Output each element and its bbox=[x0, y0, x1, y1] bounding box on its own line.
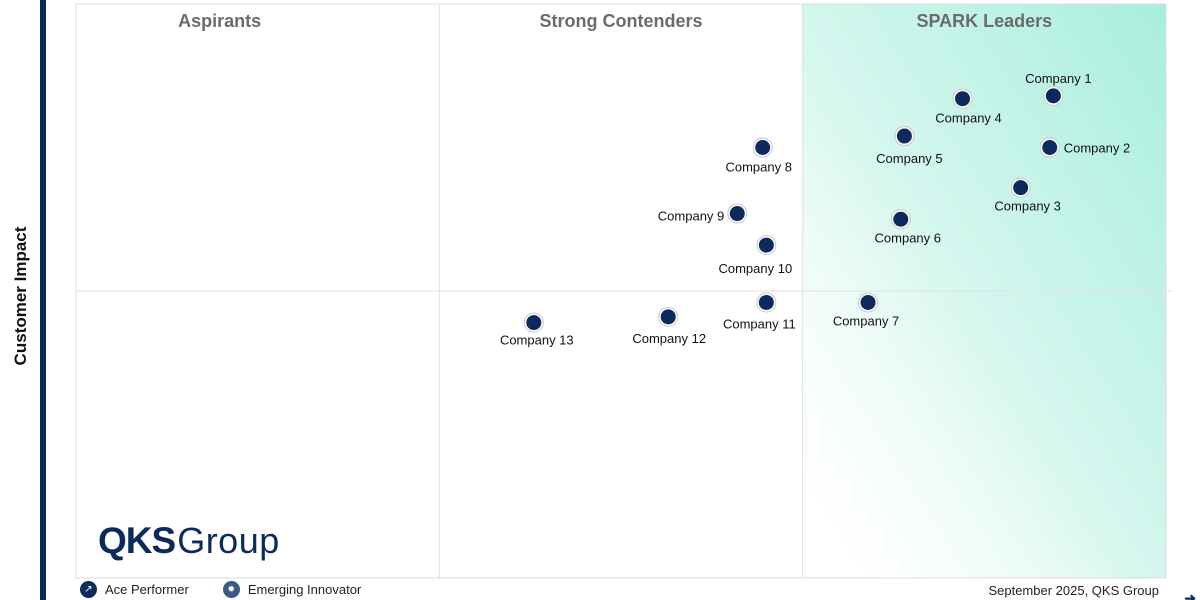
trend-up-icon: ↗ bbox=[80, 581, 97, 598]
logo-word: Group bbox=[177, 520, 280, 561]
quadrant-title-2: Strong Contenders bbox=[539, 11, 702, 31]
quadrant-title-3: SPARK Leaders bbox=[916, 11, 1052, 31]
point-label-company-8: Company 8 bbox=[725, 160, 791, 175]
footnote: September 2025, QKS Group bbox=[988, 583, 1159, 598]
data-point-company-8 bbox=[755, 140, 771, 155]
lightbulb-icon: ✹ bbox=[222, 581, 240, 598]
data-point-company-9 bbox=[729, 206, 745, 222]
point-label-company-3: Company 3 bbox=[994, 199, 1060, 214]
data-point-company-3 bbox=[1013, 180, 1029, 196]
legend: ↗ Ace Performer ✹ Emerging Innovator bbox=[80, 581, 395, 598]
data-point-company-10 bbox=[758, 237, 774, 253]
y-axis-bar bbox=[40, 0, 46, 600]
data-point-company-5 bbox=[896, 128, 912, 144]
point-label-company-2: Company 2 bbox=[1064, 141, 1130, 156]
point-label-company-5: Company 5 bbox=[876, 151, 942, 166]
legend-label-emerging-innovator: Emerging Innovator bbox=[247, 582, 362, 597]
data-point-company-2 bbox=[1042, 140, 1058, 155]
legend-item-emerging-innovator: ✹ Emerging Innovator bbox=[222, 581, 362, 598]
point-label-company-7: Company 7 bbox=[833, 313, 899, 328]
data-point-company-4 bbox=[955, 91, 971, 107]
data-point-company-7 bbox=[860, 294, 876, 310]
data-point-company-11 bbox=[758, 294, 774, 310]
point-label-company-13: Company 13 bbox=[500, 333, 574, 348]
point-label-company-9: Company 9 bbox=[658, 209, 724, 224]
data-point-company-6 bbox=[893, 211, 909, 227]
data-point-company-12 bbox=[660, 309, 676, 325]
legend-item-ace-performer: ↗ Ace Performer bbox=[80, 581, 189, 598]
point-label-company-4: Company 4 bbox=[935, 111, 1001, 126]
data-point-company-13 bbox=[526, 315, 542, 331]
point-label-company-11: Company 11 bbox=[723, 316, 796, 331]
data-point-company-1 bbox=[1045, 88, 1061, 104]
point-label-company-12: Company 12 bbox=[632, 331, 706, 346]
arrow-right-icon: ➜ bbox=[1184, 590, 1196, 600]
point-label-company-1: Company 1 bbox=[1025, 71, 1091, 86]
qks-group-logo: QKS Group bbox=[98, 520, 280, 564]
legend-label-ace-performer: Ace Performer bbox=[105, 582, 189, 597]
logo-mark: QKS bbox=[98, 520, 176, 561]
quadrant-title-1: Aspirants bbox=[178, 11, 261, 31]
point-label-company-6: Company 6 bbox=[875, 230, 941, 245]
point-label-company-10: Company 10 bbox=[718, 261, 792, 276]
